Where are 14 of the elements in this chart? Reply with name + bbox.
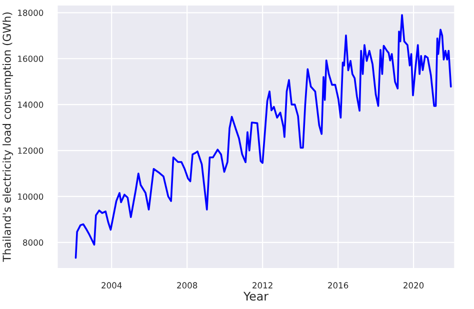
y-tick-label: 12000	[18, 148, 44, 154]
y-axis-title: Thailand's electricity load consumption (GWh)	[2, 12, 14, 262]
x-tick-label: 2004	[102, 282, 122, 288]
y-tick-label: 16000	[18, 56, 44, 62]
x-axis-title: Year	[243, 292, 268, 301]
x-tick-label: 2020	[404, 282, 424, 288]
x-tick-label: 2012	[252, 282, 272, 288]
y-tick-label: 18000	[18, 10, 44, 16]
y-tick-label: 8000	[23, 239, 44, 246]
y-tick-label: 14000	[18, 102, 44, 108]
y-tick-label: 10000	[18, 193, 44, 200]
x-tick-label: 2008	[177, 282, 198, 288]
x-tick-label: 2016	[328, 282, 348, 288]
line-series	[74, 14, 452, 259]
